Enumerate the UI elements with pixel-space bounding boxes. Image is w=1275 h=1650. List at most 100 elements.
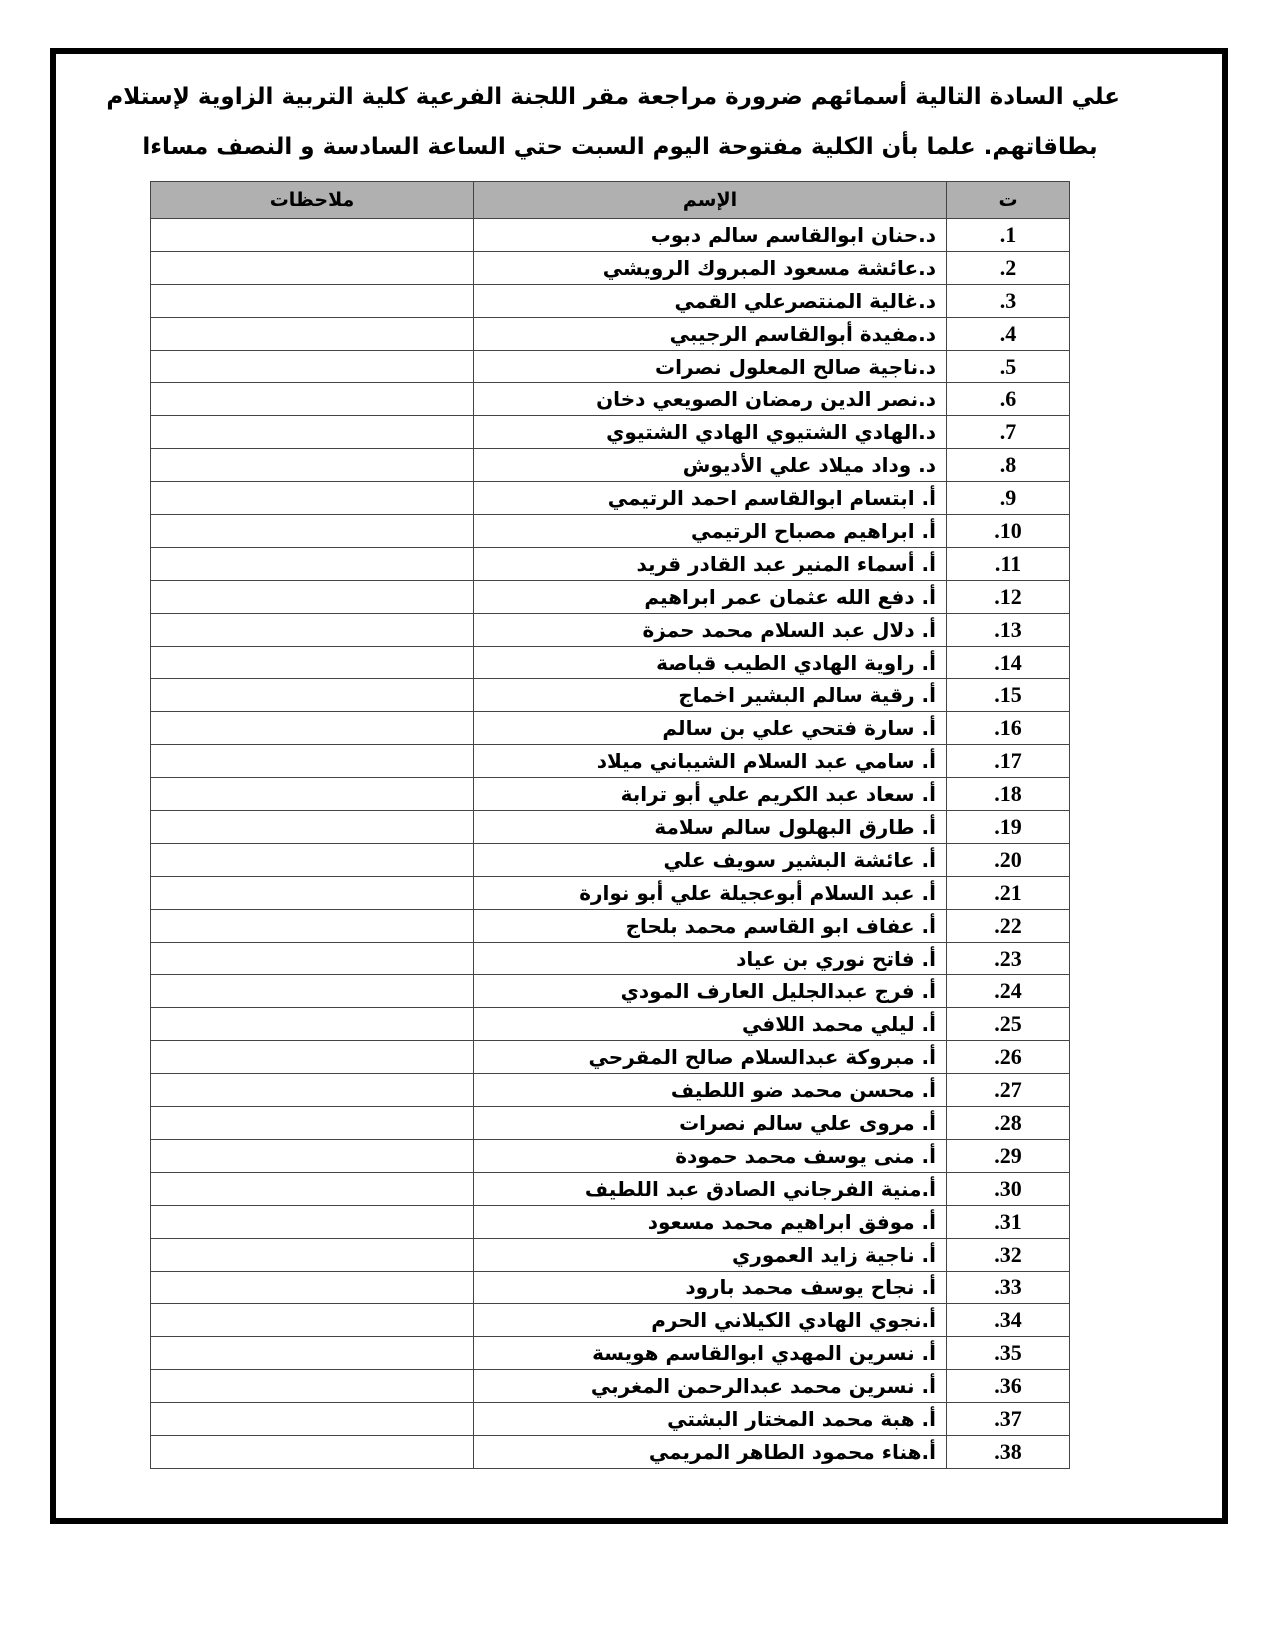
row-name: أ.نجوي الهادي الكيلاني الحرم [473, 1303, 947, 1338]
column-header: ت [946, 181, 1070, 219]
table-row: 33. أ. نجاح يوسف محمد بارود [150, 1270, 1070, 1305]
table-row: 3. د.غالية المنتصرعلي القمي [150, 283, 1070, 318]
row-name: د.ناجية صالح المعلول نصرات [473, 349, 947, 384]
table-row: 18. أ. سعاد عبد الكريم علي أبو ترابة [150, 777, 1070, 812]
table-row: 9. أ. ابتسام ابوالقاسم احمد الرتيمي [150, 481, 1070, 516]
row-name: أ. موفق ابراهيم محمد مسعود [473, 1204, 947, 1239]
table-row: 30. أ.منية الفرجاني الصادق عبد اللطيف [150, 1171, 1070, 1206]
table-row: 26. أ. مبروكة عبدالسلام صالح المقرحي [150, 1040, 1070, 1075]
row-name: أ. منى يوسف محمد حمودة [473, 1138, 947, 1173]
row-notes [150, 1073, 474, 1108]
row-name: أ. أسماء المنير عبد القادر قريد [473, 546, 947, 581]
row-number: 6. [946, 382, 1070, 417]
row-name: أ. مبروكة عبدالسلام صالح المقرحي [473, 1040, 947, 1075]
row-number: 27. [946, 1073, 1070, 1108]
row-name: أ. عائشة البشير سويف علي [473, 842, 947, 877]
row-name: أ. محسن محمد ضو اللطيف [473, 1073, 947, 1108]
table-row: 20. أ. عائشة البشير سويف علي [150, 842, 1070, 877]
row-number: 1. [946, 218, 1070, 252]
row-notes [150, 1171, 474, 1206]
row-notes [150, 1138, 474, 1173]
row-number: 15. [946, 678, 1070, 713]
row-number: 14. [946, 645, 1070, 680]
table-row: 11. أ. أسماء المنير عبد القادر قريد [150, 546, 1070, 581]
table-row: 10. أ. ابراهيم مصباح الرتيمي [150, 514, 1070, 548]
table-row: 19. أ. طارق البهلول سالم سلامة [150, 810, 1070, 844]
table-row: 34. أ.نجوي الهادي الكيلاني الحرم [150, 1303, 1070, 1338]
row-number: 3. [946, 283, 1070, 318]
row-notes [150, 514, 474, 548]
row-notes [150, 1270, 474, 1305]
row-name: أ. ابراهيم مصباح الرتيمي [473, 514, 947, 548]
row-notes [150, 579, 474, 614]
row-name: أ. ليلي محمد اللافي [473, 1007, 947, 1042]
table-row: 29. أ. منى يوسف محمد حمودة [150, 1138, 1070, 1173]
row-notes [150, 810, 474, 844]
row-name: أ. فرج عبدالجليل العارف المودي [473, 974, 947, 1009]
row-number: 24. [946, 974, 1070, 1009]
row-notes [150, 1007, 474, 1042]
row-notes [150, 1237, 474, 1272]
row-number: 13. [946, 612, 1070, 647]
row-number: 30. [946, 1171, 1070, 1206]
row-name: أ. نسرين محمد عبدالرحمن المغربي [473, 1369, 947, 1404]
row-name: أ. نجاح يوسف محمد بارود [473, 1270, 947, 1305]
row-number: 25. [946, 1007, 1070, 1042]
table-row: 2. د.عائشة مسعود المبروك الرويشي [150, 250, 1070, 285]
row-number: 10. [946, 514, 1070, 548]
table-body: 1. د.حنان ابوالقاسم سالم دبوب 2. د.عائشة مس… [150, 218, 1070, 1469]
row-name: أ.هناء محمود الطاهر المريمي [473, 1434, 947, 1469]
row-number: 34. [946, 1303, 1070, 1338]
row-number: 8. [946, 448, 1070, 483]
row-number: 16. [946, 711, 1070, 746]
row-number: 38. [946, 1434, 1070, 1469]
row-number: 28. [946, 1106, 1070, 1140]
table-row: 37. أ. هبة محمد المختار البشتي [150, 1402, 1070, 1436]
row-notes [150, 415, 474, 450]
page-border [50, 48, 1228, 1524]
row-notes [150, 711, 474, 746]
table-row: 21. أ. عبد السلام أبوعجيلة علي أبو نوارة [150, 875, 1070, 910]
row-notes [150, 448, 474, 483]
row-number: 35. [946, 1336, 1070, 1371]
table-row: 5. د.ناجية صالح المعلول نصرات [150, 349, 1070, 384]
row-name: أ. رقية سالم البشير اخماج [473, 678, 947, 713]
row-notes [150, 941, 474, 976]
row-number: 32. [946, 1237, 1070, 1272]
row-notes [150, 546, 474, 581]
row-notes [150, 1336, 474, 1371]
row-notes [150, 349, 474, 384]
column-header: الإسم [473, 181, 947, 219]
row-number: 37. [946, 1402, 1070, 1436]
row-number: 21. [946, 875, 1070, 910]
row-notes [150, 744, 474, 779]
table-row: 13. أ. دلال عبد السلام محمد حمزة [150, 612, 1070, 647]
row-notes [150, 842, 474, 877]
table-row: 36. أ. نسرين محمد عبدالرحمن المغربي [150, 1369, 1070, 1404]
row-number: 33. [946, 1270, 1070, 1305]
row-name: د.حنان ابوالقاسم سالم دبوب [473, 218, 947, 252]
row-notes [150, 283, 474, 318]
row-notes [150, 777, 474, 812]
row-number: 23. [946, 941, 1070, 976]
table-row: 8. د. وداد ميلاد علي الأديوش [150, 448, 1070, 483]
table-row: 38. أ.هناء محمود الطاهر المريمي [150, 1434, 1070, 1469]
row-notes [150, 1434, 474, 1469]
table-row: 35. أ. نسرين المهدي ابوالقاسم هويسة [150, 1336, 1070, 1371]
row-number: 20. [946, 842, 1070, 877]
row-number: 17. [946, 744, 1070, 779]
table-row: 1. د.حنان ابوالقاسم سالم دبوب [150, 218, 1070, 252]
table-row: 32. أ. ناجية زايد العموري [150, 1237, 1070, 1272]
table-row: 17. أ. سامي عبد السلام الشيباني ميلاد [150, 744, 1070, 779]
row-name: أ. سعاد عبد الكريم علي أبو ترابة [473, 777, 947, 812]
row-name: أ. سارة فتحي علي بن سالم [473, 711, 947, 746]
row-name: أ. سامي عبد السلام الشيباني ميلاد [473, 744, 947, 779]
table-row: 31. أ. موفق ابراهيم محمد مسعود [150, 1204, 1070, 1239]
row-name: أ. نسرين المهدي ابوالقاسم هويسة [473, 1336, 947, 1371]
row-name: أ. ابتسام ابوالقاسم احمد الرتيمي [473, 481, 947, 516]
row-notes [150, 974, 474, 1009]
row-name: أ. طارق البهلول سالم سلامة [473, 810, 947, 844]
row-number: 36. [946, 1369, 1070, 1404]
table-row: 14. أ. راوية الهادي الطيب قباصة [150, 645, 1070, 680]
